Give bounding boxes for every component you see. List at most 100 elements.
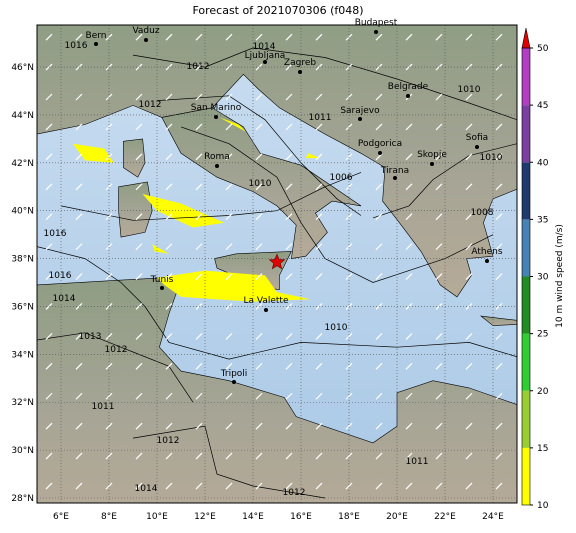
y-tick-label: 38°N (11, 255, 34, 265)
wind-barb (45, 273, 53, 280)
isobar-label: 1016 (65, 41, 88, 51)
city-label: Bern (86, 31, 107, 41)
wind-barb (195, 123, 203, 131)
x-tick-label: 12°E (194, 512, 216, 522)
wind-barb (135, 422, 143, 430)
wind-barb (495, 482, 503, 490)
wind-barb (345, 273, 353, 280)
wind-barb (495, 362, 503, 370)
map-area (37, 25, 517, 503)
wind-barb (495, 392, 503, 400)
wind-barb (135, 213, 143, 221)
city-dot (406, 94, 410, 98)
wind-barb (255, 33, 263, 41)
isobar-label: 1012 (187, 62, 210, 72)
land (479, 315, 517, 326)
wind-barb (345, 362, 353, 370)
wind-barb (195, 452, 203, 460)
colorbar-tick-label: 25 (537, 330, 548, 340)
colorbar-segment (522, 333, 530, 391)
city-dot (485, 259, 489, 263)
wind-barb (495, 332, 503, 340)
wind-barb (255, 482, 263, 490)
wind-area (157, 270, 311, 302)
wind-barb (285, 273, 293, 280)
wind-barb (195, 93, 203, 101)
wind-barb (435, 422, 443, 430)
city-label: Skopje (417, 150, 447, 160)
wind-barb (75, 482, 83, 490)
wind-barb (465, 153, 473, 161)
wind-barb (405, 392, 413, 400)
isobar-label: 1014 (53, 294, 76, 304)
wind-barb (135, 482, 143, 490)
isobar-label: 1012 (139, 100, 162, 110)
isobar-label: 1006 (330, 173, 353, 183)
wind-barb (225, 153, 233, 161)
wind-barb (465, 33, 473, 41)
wind-barb (225, 452, 233, 460)
wind-barb (315, 452, 323, 460)
wind-barb (45, 183, 53, 191)
isobar (60, 172, 362, 221)
wind-barb (435, 332, 443, 340)
wind-barb (135, 123, 143, 131)
wind-barb (435, 243, 443, 251)
isobar (156, 95, 362, 216)
city-label: Tripoli (220, 369, 248, 379)
wind-barb (375, 452, 383, 460)
wind-barb (75, 332, 83, 340)
wind-barb (135, 392, 143, 400)
wind-barb (465, 273, 473, 280)
city-label: Sofia (466, 133, 488, 143)
wind-barb (255, 183, 263, 191)
wind-barb (165, 213, 173, 221)
wind-barb (105, 362, 113, 370)
city-dot (263, 60, 267, 64)
wind-barb (465, 422, 473, 430)
y-tick-label: 32°N (11, 398, 34, 408)
isobar-label: 1011 (309, 113, 332, 123)
colorbar-tick-label: 15 (537, 444, 548, 454)
wind-barb (345, 183, 353, 191)
wind-barb (195, 422, 203, 430)
wind-barb (225, 183, 233, 191)
wind-barb (405, 183, 413, 191)
wind-barb (495, 243, 503, 251)
wind-barb (135, 153, 143, 161)
wind-barb (45, 33, 53, 41)
city-label: Tirana (380, 166, 409, 176)
wind-barb (195, 33, 203, 41)
wind-barb (495, 33, 503, 41)
x-tick-label: 6°E (53, 512, 69, 522)
wind-barb (345, 332, 353, 340)
wind-barb (465, 213, 473, 221)
wind-barb (255, 332, 263, 340)
wind-barb (165, 93, 173, 101)
isobar-label: 1010 (325, 323, 348, 333)
wind-barb (105, 213, 113, 221)
isobar-label: 1012 (283, 488, 306, 498)
wind-barb (435, 153, 443, 161)
wind-barb (375, 422, 383, 430)
y-tick-label: 46°N (11, 63, 34, 73)
city-label: Zagreb (284, 58, 316, 68)
wind-barb (255, 153, 263, 161)
wind-barb (105, 332, 113, 340)
wind-barb (45, 452, 53, 460)
wind-barb (465, 392, 473, 400)
wind-barb (435, 33, 443, 41)
wind-barb (135, 362, 143, 370)
wind-barb (405, 123, 413, 131)
wind-barb (405, 332, 413, 340)
wind-barb (195, 362, 203, 370)
x-tick-label: 16°E (290, 512, 312, 522)
wind-barb (75, 362, 83, 370)
wind-barb (405, 362, 413, 370)
wind-barb (375, 243, 383, 251)
wind-barb (255, 392, 263, 400)
city-dot (358, 117, 362, 121)
wind-barb (405, 452, 413, 460)
city-dot (393, 176, 397, 180)
wind-barb (375, 93, 383, 101)
